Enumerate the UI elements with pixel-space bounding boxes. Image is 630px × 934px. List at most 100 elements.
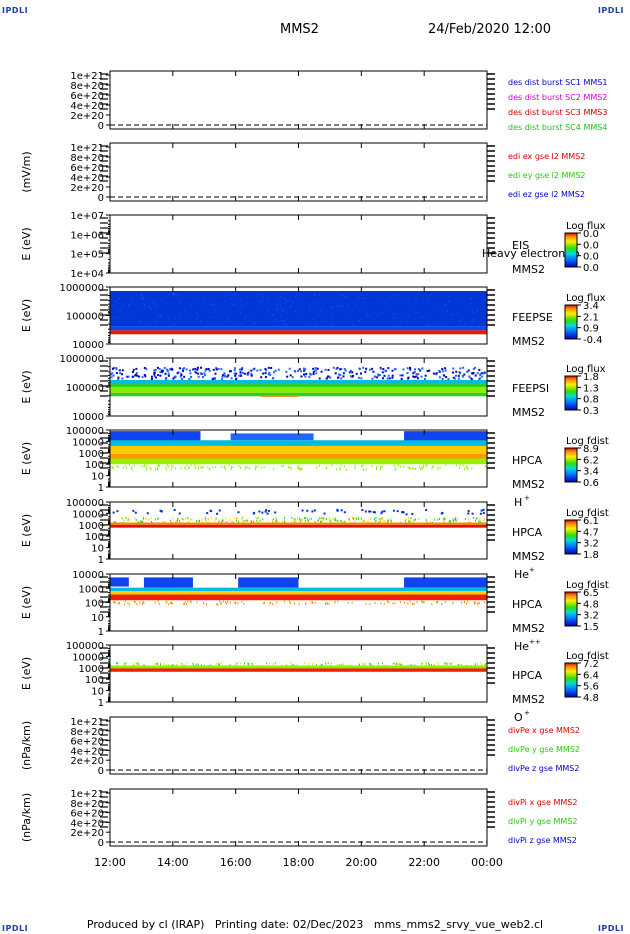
speckle — [478, 368, 481, 371]
speckle — [341, 306, 343, 308]
y-tick-label: 1e+05 — [70, 250, 104, 261]
speckle — [246, 373, 249, 376]
speckle — [335, 367, 338, 370]
speckle — [204, 517, 206, 520]
speckle — [298, 602, 300, 605]
speckle — [426, 521, 428, 524]
speckle — [400, 377, 403, 380]
speckle — [155, 306, 157, 308]
speckle — [241, 366, 244, 369]
y-axis-label: (mV/m) — [20, 151, 33, 192]
speckle — [159, 371, 162, 374]
y-tick-label: 1000000 — [59, 354, 104, 365]
speckle — [418, 466, 420, 469]
speckle — [188, 378, 191, 381]
speckle — [142, 298, 144, 300]
speckle — [122, 466, 124, 469]
speckle — [339, 467, 341, 470]
speckle — [185, 309, 187, 311]
colorbar-tick-label: 6.1 — [583, 516, 599, 527]
speckle — [339, 468, 341, 471]
speckle — [433, 323, 435, 325]
speckle — [192, 368, 195, 371]
speckle — [167, 465, 169, 468]
speckle — [457, 663, 459, 666]
speckle — [444, 322, 446, 324]
speckle — [116, 465, 118, 468]
speckle — [399, 601, 401, 604]
speckle — [371, 377, 374, 380]
speckle — [326, 467, 328, 470]
speckle — [265, 369, 268, 372]
speckle — [337, 519, 339, 522]
speckle — [252, 512, 255, 515]
speckle — [190, 464, 192, 467]
speckle — [156, 305, 158, 307]
y-axis-label: E (eV) — [20, 657, 33, 690]
speckle — [375, 516, 377, 519]
speckle — [349, 319, 351, 321]
speckle — [223, 305, 225, 307]
speckle — [230, 467, 232, 470]
speckle — [365, 298, 367, 300]
speckle — [231, 466, 233, 469]
speckle — [334, 517, 336, 520]
speckle — [267, 373, 270, 376]
speckle — [228, 293, 230, 295]
speckle — [278, 521, 280, 524]
speckle — [424, 664, 426, 667]
speckle — [316, 466, 318, 469]
speckle — [467, 600, 469, 603]
speckle — [258, 510, 261, 513]
speckle — [218, 509, 221, 512]
colorbar-tick-label: 8.9 — [583, 444, 599, 455]
speckle — [218, 663, 220, 666]
speckle — [184, 467, 186, 470]
date-label: 24/Feb/2020 12:00 — [428, 22, 551, 37]
speckle — [390, 297, 392, 299]
speckle — [479, 377, 482, 380]
speckle — [402, 368, 405, 371]
speckle — [441, 602, 443, 605]
speckle — [244, 316, 246, 318]
speckle — [363, 520, 365, 523]
panel-frame — [109, 644, 488, 703]
speckle — [455, 519, 457, 522]
speckle — [364, 370, 367, 373]
speckle — [361, 662, 363, 665]
speckle — [210, 664, 212, 667]
speckle — [476, 372, 479, 375]
speckle — [126, 467, 128, 470]
speckle — [139, 320, 141, 322]
speckle — [453, 377, 456, 380]
speckle — [309, 322, 311, 324]
speckle — [221, 521, 223, 524]
speckle — [405, 518, 407, 521]
speckle — [205, 368, 208, 371]
y-tick-label: 1e+06 — [70, 230, 104, 241]
speckle — [461, 374, 464, 377]
y-tick-label: 4e+20 — [70, 746, 104, 757]
speckle — [387, 367, 390, 370]
speckle — [386, 308, 388, 310]
speckle — [119, 602, 121, 605]
speckle — [199, 366, 202, 369]
speckle — [115, 372, 118, 375]
speckle — [401, 374, 404, 377]
speckle — [340, 663, 342, 666]
speckle — [360, 377, 363, 380]
y-tick-label: 10 — [91, 544, 104, 555]
legend-entry: des dist burst SC4 MMS4 — [508, 123, 607, 132]
speckle — [117, 662, 119, 665]
speckle — [312, 601, 314, 604]
speckle — [410, 663, 412, 666]
speckle — [457, 517, 459, 520]
speckle — [483, 519, 485, 522]
speckle — [252, 321, 254, 323]
speckle — [343, 296, 345, 298]
speckle — [148, 305, 150, 307]
speckle — [259, 519, 261, 522]
speckle — [265, 509, 268, 512]
speckle — [284, 520, 286, 523]
speckle — [313, 321, 315, 323]
